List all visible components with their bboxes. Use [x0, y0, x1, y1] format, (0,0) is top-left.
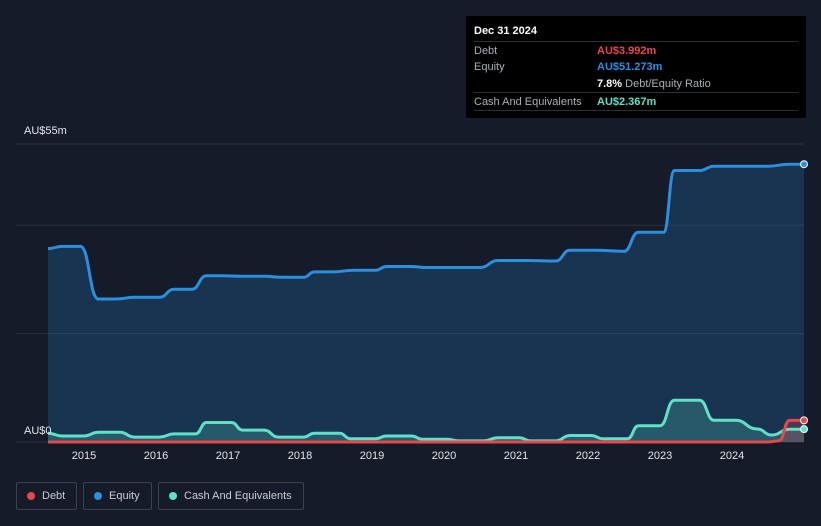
tooltip-equity-label: Equity [474, 61, 505, 73]
debt-line [48, 418, 804, 444]
legend-equity[interactable]: Equity [83, 482, 152, 510]
debt-end-marker [800, 416, 808, 425]
tooltip-debt-row: Debt AU$3.992m [474, 41, 798, 59]
y-axis-max-label: AU$55m [24, 125, 67, 137]
cash-end-marker [800, 425, 808, 434]
x-tick-label: 2023 [647, 450, 673, 462]
y-axis-min-label: AU$0 [24, 425, 52, 437]
x-tick-label: 2017 [215, 450, 241, 462]
tooltip-debt-label: Debt [474, 45, 498, 57]
tooltip-debt-value: AU$3.992m [597, 45, 657, 57]
equity-end-marker [800, 160, 808, 169]
cash-legend-dot-icon [169, 492, 177, 500]
tooltip-ratio-value: 7.8% [597, 78, 623, 90]
tooltip-cash-label: Cash And Equivalents [474, 96, 582, 108]
debt-legend-dot-icon [27, 492, 35, 500]
equity-line [47, 162, 804, 301]
tooltip-cash-value: AU$2.367m [597, 96, 657, 108]
series-areas [48, 164, 804, 442]
tooltip-ratio: 7.8% Debt/Equity Ratio [597, 78, 711, 90]
legend-debt-label: Debt [42, 490, 66, 502]
cash-area [48, 400, 804, 442]
x-tick-label: 2015 [71, 450, 97, 462]
tooltip-ratio-label: Debt/Equity Ratio [625, 78, 711, 90]
tooltip-date: Dec 31 2024 [474, 25, 537, 37]
cash-line [47, 398, 805, 443]
x-tick-label: 2016 [143, 450, 169, 462]
tooltip-panel: Dec 31 2024 Debt AU$3.992m Equity AU$51.… [466, 16, 806, 118]
x-tick-label: 2020 [431, 450, 457, 462]
x-tick-label: 2021 [503, 450, 529, 462]
tooltip-equity-row: Equity AU$51.273m [474, 58, 798, 75]
x-tick-label: 2018 [287, 450, 313, 462]
end-markers [800, 160, 808, 434]
x-tick-label: 2022 [575, 450, 601, 462]
equity-legend-dot-icon [94, 492, 102, 500]
legend-cash-label: Cash And Equivalents [184, 490, 292, 502]
series-lines [47, 162, 805, 444]
tooltip-ratio-row: 7.8% Debt/Equity Ratio [474, 75, 798, 92]
x-tick-label: 2019 [359, 450, 385, 462]
x-tick-label: 2024 [719, 450, 745, 462]
tooltip-cash-row: Cash And Equivalents AU$2.367m [474, 92, 798, 111]
legend-cash[interactable]: Cash And Equivalents [158, 482, 304, 510]
equity-area [48, 164, 804, 442]
tooltip-equity-value: AU$51.273m [597, 61, 663, 73]
legend-debt[interactable]: Debt [16, 482, 77, 510]
legend-equity-label: Equity [109, 490, 140, 502]
